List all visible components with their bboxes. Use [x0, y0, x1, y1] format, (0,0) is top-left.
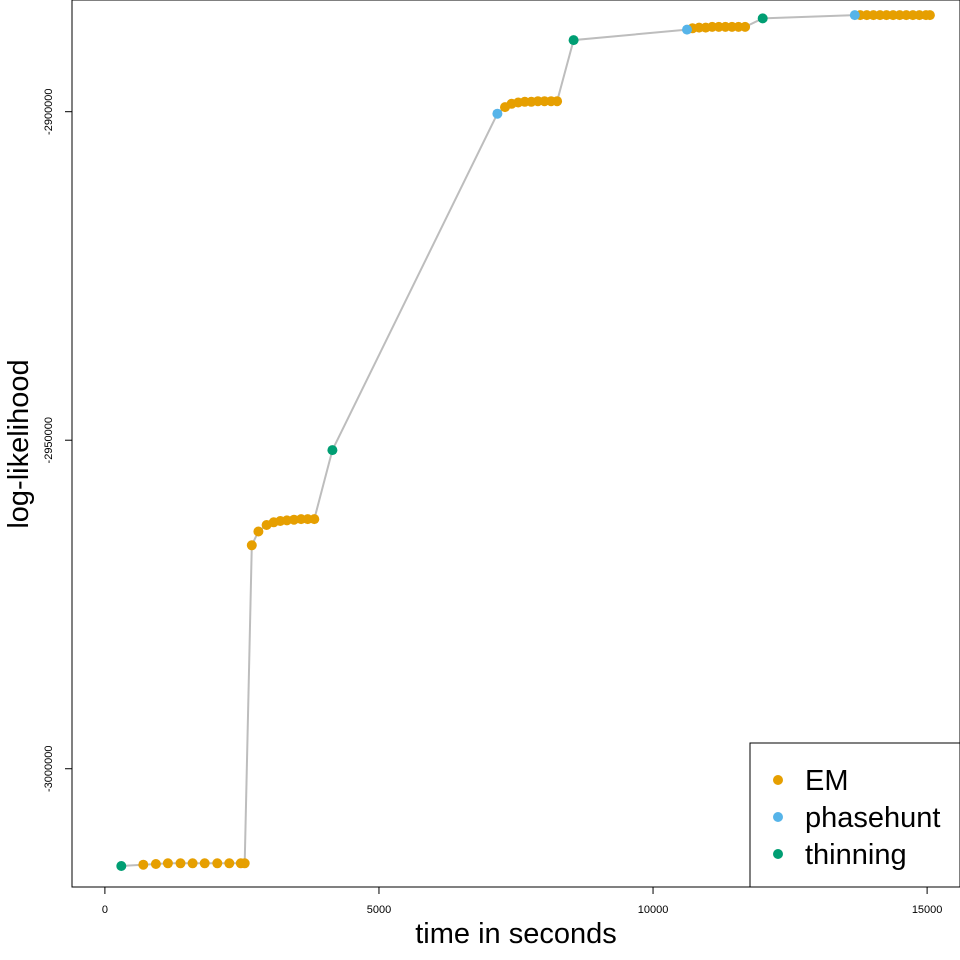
point-phasehunt — [492, 108, 503, 119]
legend-box — [749, 742, 960, 888]
legend-label-phasehunt: phasehunt — [805, 802, 940, 834]
point-em — [924, 10, 935, 21]
x-tick-label: 5000 — [367, 904, 391, 916]
y-tick-label: -3000000 — [43, 745, 55, 792]
point-em — [740, 21, 751, 32]
point-em — [175, 858, 186, 869]
y-tick-label: -2950000 — [43, 417, 55, 464]
plot-area — [116, 10, 935, 871]
point-em — [138, 859, 149, 870]
point-em — [253, 526, 264, 537]
point-em — [224, 858, 235, 869]
y-tick-label: -2900000 — [43, 88, 55, 134]
x-axis-title: time in seconds — [415, 918, 617, 950]
y-axis-title: log-likelihood — [3, 359, 35, 528]
point-em — [212, 858, 223, 869]
point-em — [246, 540, 257, 551]
point-thinning — [116, 861, 127, 871]
point-em — [187, 858, 198, 869]
legend-marker-phasehunt — [773, 812, 783, 822]
x-tick-label: 10000 — [638, 904, 669, 916]
point-em — [239, 858, 250, 869]
point-em — [309, 514, 320, 525]
x-tick-label: 15000 — [912, 904, 943, 916]
point-em — [199, 858, 210, 869]
point-thinning — [327, 445, 338, 456]
legend-marker-thinning — [773, 849, 783, 859]
x-axis: 0 5000 10000 15000 — [102, 886, 943, 916]
point-em — [552, 96, 563, 107]
legend-marker-em — [773, 775, 783, 785]
y-axis: -3000000 -2950000 -2900000 — [43, 88, 73, 792]
data-points — [116, 10, 935, 871]
point-thinning — [757, 13, 768, 24]
point-phasehunt — [682, 24, 692, 35]
point-thinning — [568, 35, 579, 46]
legend-label-thinning: thinning — [805, 839, 907, 871]
point-phasehunt — [849, 10, 860, 21]
connecting-line — [121, 14, 930, 867]
legend: EM phasehunt thinning — [749, 742, 960, 888]
legend-label-em: EM — [805, 765, 849, 797]
point-em — [162, 858, 173, 869]
x-tick-label: 0 — [102, 904, 108, 916]
point-em — [150, 859, 161, 869]
